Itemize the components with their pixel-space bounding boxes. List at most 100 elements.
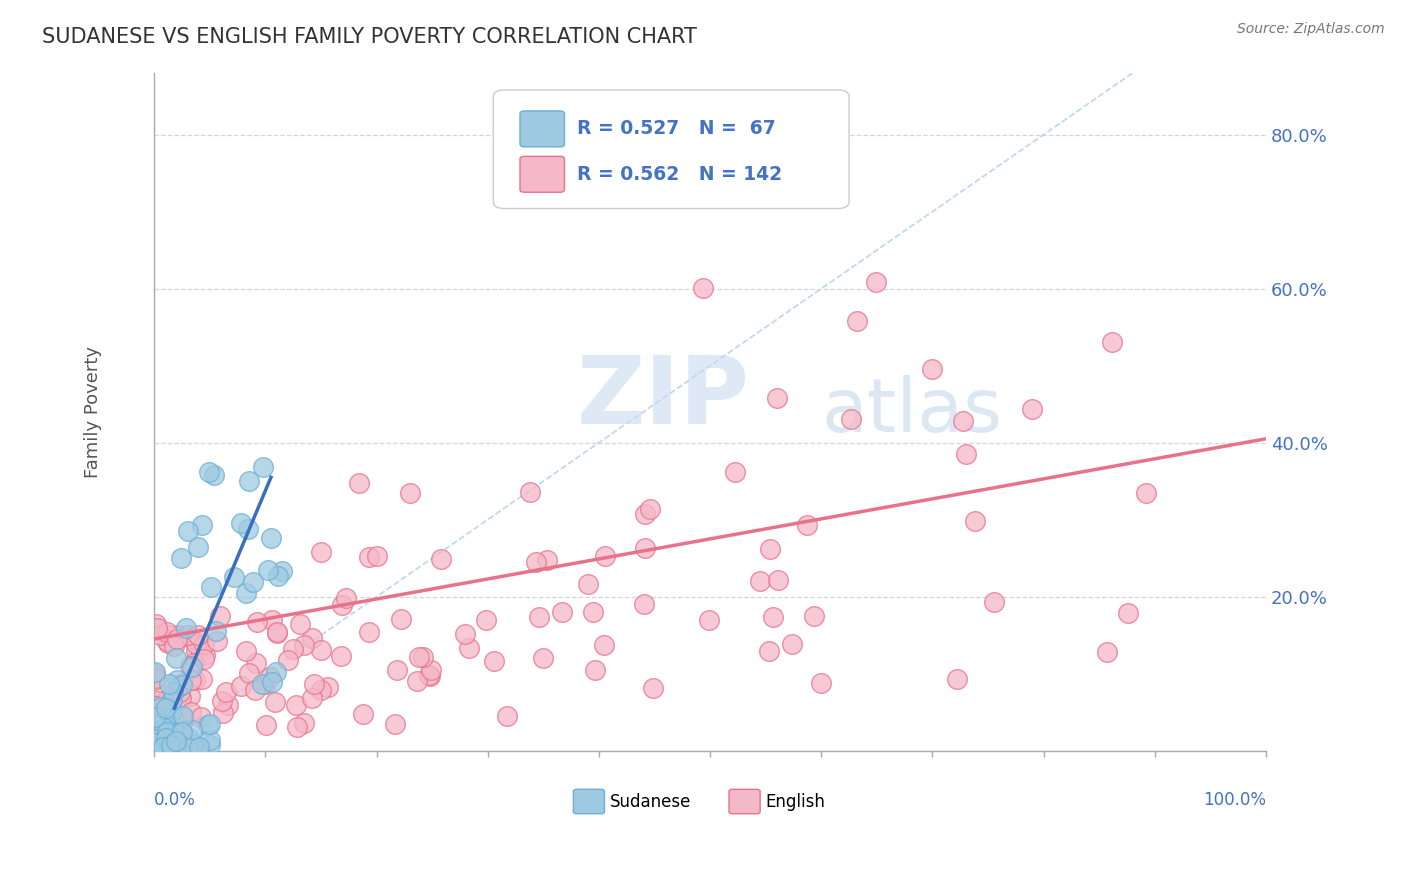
Point [955,447,977,461]
Point [179,690,201,704]
Point [484,654,506,668]
Point [384,716,406,731]
Point [329,648,352,663]
Point [157,628,180,642]
Point [146,736,169,750]
Point [197,718,219,732]
Point [170,725,193,739]
Point [633,597,655,611]
Point [257,563,280,577]
Point [309,643,332,657]
FancyBboxPatch shape [494,90,849,209]
Point [634,507,657,521]
Point [160,738,183,752]
Point [301,632,323,646]
Point [245,656,267,670]
Point [166,734,188,748]
Point [412,650,434,665]
Text: Sudanese: Sudanese [610,792,692,811]
Point [180,705,202,719]
Point [165,736,187,750]
Point [841,411,863,425]
Point [198,716,221,731]
Point [406,673,429,688]
Point [187,628,209,642]
Point [215,684,238,698]
Point [419,669,441,683]
Point [153,721,176,735]
Point [766,573,789,587]
Point [550,606,572,620]
Point [267,569,290,583]
Point [963,514,986,528]
Text: English: English [766,792,825,811]
Point [399,486,422,500]
Point [217,698,239,712]
Text: R = 0.562   N = 142: R = 0.562 N = 142 [576,165,782,184]
Point [170,551,193,566]
Point [145,672,167,686]
Point [260,675,283,690]
Point [352,706,374,721]
Point [156,625,179,640]
Point [149,700,172,714]
Point [578,577,600,591]
Point [524,555,547,569]
Point [180,631,202,645]
Point [583,663,606,677]
Point [292,716,315,731]
Point [157,677,180,691]
FancyBboxPatch shape [520,111,564,147]
Point [264,695,287,709]
Point [157,727,180,741]
Point [697,613,720,627]
Point [160,723,183,738]
FancyBboxPatch shape [730,789,761,814]
Point [235,586,257,600]
Point [190,710,212,724]
Point [187,741,209,756]
Point [155,701,177,715]
Point [211,706,233,720]
Point [180,723,202,738]
Point [266,626,288,640]
Point [846,314,869,328]
Point [243,682,266,697]
Point [536,553,558,567]
Point [292,638,315,652]
Point [193,651,215,665]
Point [143,739,166,754]
Point [301,691,323,706]
Point [181,737,204,751]
Point [179,659,201,673]
Point [165,740,187,755]
Point [143,673,166,687]
Point [254,718,277,732]
Point [176,741,198,756]
Point [758,644,780,658]
Point [143,698,166,713]
Point [582,605,605,619]
Point [143,710,166,724]
FancyBboxPatch shape [520,156,564,193]
Point [418,668,440,682]
Point [190,517,212,532]
Point [172,676,194,690]
Point [796,518,818,533]
Point [183,656,205,670]
Point [638,502,661,516]
Point [592,638,614,652]
Point [780,637,803,651]
Point [229,516,252,531]
Point [165,721,187,735]
Point [311,682,333,697]
Point [145,725,167,739]
Point [145,698,167,713]
Point [266,625,288,640]
Point [146,726,169,740]
Text: Family Poverty: Family Poverty [84,346,103,478]
Point [187,540,209,554]
Point [359,624,381,639]
Point [1118,606,1140,620]
Point [495,708,517,723]
